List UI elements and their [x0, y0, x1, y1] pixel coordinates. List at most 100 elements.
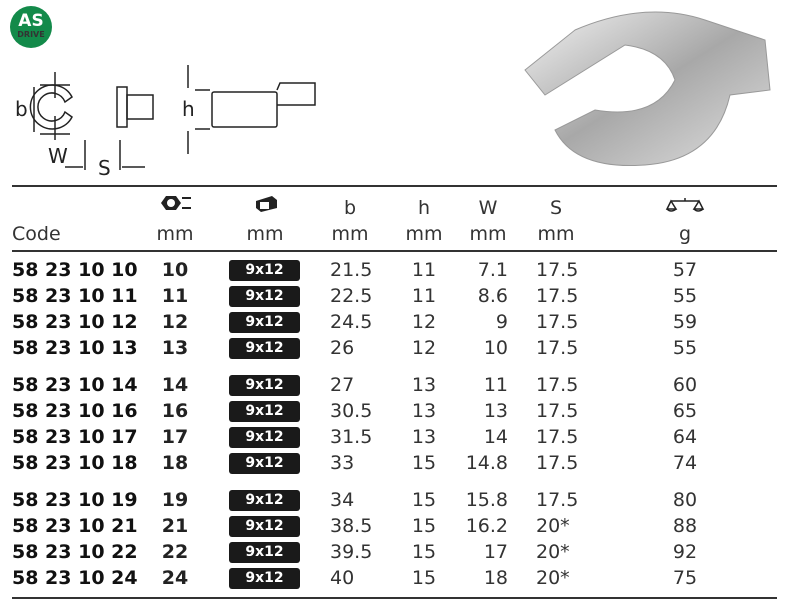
table-row: 58 23 10 12 12 9x12 24.5 12 9 17.5 59 — [0, 309, 790, 335]
dim-h: 15 — [411, 541, 437, 563]
dimension-diagram: b W S h — [15, 65, 316, 180]
dim-h: 15 — [411, 489, 437, 511]
dim-s: 17.5 — [536, 311, 579, 333]
col-header-drive-unit: mm — [246, 223, 284, 245]
weight: 65 — [672, 400, 698, 422]
col-header-b-unit: mm — [331, 223, 369, 245]
weight: 55 — [672, 285, 698, 307]
drive-badge: 9x12 — [229, 427, 300, 448]
dim-s: 17.5 — [536, 337, 579, 359]
dim-b: 22.5 — [330, 285, 373, 307]
col-header-w: W — [478, 197, 498, 219]
dim-s: 20* — [536, 567, 570, 589]
dim-w: 13 — [483, 400, 508, 422]
col-header-code: Code — [12, 223, 61, 245]
wrench-size: 12 — [161, 311, 189, 333]
dim-h: 12 — [411, 311, 437, 333]
wrench-size: 17 — [161, 426, 189, 448]
weight: 75 — [672, 567, 698, 589]
weight: 64 — [672, 426, 698, 448]
col-header-weight-unit: g — [678, 223, 692, 245]
dim-b: 38.5 — [330, 515, 373, 537]
table-row: 58 23 10 13 13 9x12 26 12 10 17.5 55 — [0, 335, 790, 361]
item-code: 58 23 10 12 — [12, 311, 138, 333]
col-header-h-unit: mm — [405, 223, 443, 245]
dim-s: 17.5 — [536, 400, 579, 422]
table-row: 58 23 10 11 11 9x12 22.5 11 8.6 17.5 55 — [0, 283, 790, 309]
scale-icon — [660, 195, 710, 221]
table-row: 58 23 10 16 16 9x12 30.5 13 13 17.5 65 — [0, 398, 790, 424]
divider — [12, 250, 777, 252]
dim-s-label: S — [98, 156, 111, 180]
item-code: 58 23 10 17 — [12, 426, 138, 448]
item-code: 58 23 10 24 — [12, 567, 138, 589]
table-row: 58 23 10 22 22 9x12 39.5 15 17 20* 92 — [0, 539, 790, 565]
dim-b: 40 — [330, 567, 355, 589]
item-code: 58 23 10 11 — [12, 285, 138, 307]
dim-s: 17.5 — [536, 489, 579, 511]
weight: 57 — [672, 259, 698, 281]
dim-w: 7.1 — [477, 259, 508, 281]
item-code: 58 23 10 14 — [12, 374, 138, 396]
dim-b: 21.5 — [330, 259, 373, 281]
drive-badge: 9x12 — [229, 453, 300, 474]
drive-badge: 9x12 — [229, 312, 300, 333]
wrench-size: 11 — [161, 285, 189, 307]
table-row: 58 23 10 19 19 9x12 34 15 15.8 17.5 80 — [0, 487, 790, 513]
item-code: 58 23 10 16 — [12, 400, 138, 422]
col-header-b: b — [343, 197, 357, 219]
dim-s: 20* — [536, 515, 570, 537]
dim-w-label: W — [48, 144, 68, 168]
dim-b: 34 — [330, 489, 355, 511]
table-row: 58 23 10 17 17 9x12 31.5 13 14 17.5 64 — [0, 424, 790, 450]
product-photo — [524, 11, 771, 167]
drive-badge: 9x12 — [229, 401, 300, 422]
dim-h: 11 — [411, 259, 437, 281]
wrench-size: 14 — [161, 374, 189, 396]
dim-h: 13 — [411, 374, 437, 396]
dim-w: 8.6 — [477, 285, 508, 307]
dim-b-label: b — [15, 97, 28, 121]
col-header-h: h — [417, 197, 431, 219]
weight: 55 — [672, 337, 698, 359]
dim-w: 11 — [483, 374, 508, 396]
dim-h-label: h — [182, 97, 195, 121]
dim-b: 31.5 — [330, 426, 373, 448]
drive-badge: 9x12 — [229, 516, 300, 537]
table-row: 58 23 10 21 21 9x12 38.5 15 16.2 20* 88 — [0, 513, 790, 539]
wrench-size: 10 — [161, 259, 189, 281]
drive-badge: 9x12 — [229, 375, 300, 396]
weight: 88 — [672, 515, 698, 537]
divider — [12, 185, 777, 187]
table-row: 58 23 10 10 10 9x12 21.5 11 7.1 17.5 57 — [0, 257, 790, 283]
dim-b: 39.5 — [330, 541, 373, 563]
wrench-size: 18 — [161, 452, 189, 474]
col-header-w-unit: mm — [469, 223, 507, 245]
wrench-size: 16 — [161, 400, 189, 422]
dim-w: 15.8 — [465, 489, 508, 511]
weight: 80 — [672, 489, 698, 511]
dim-b: 30.5 — [330, 400, 373, 422]
dim-s: 17.5 — [536, 452, 579, 474]
wrench-size: 21 — [161, 515, 189, 537]
table-row: 58 23 10 24 24 9x12 40 15 18 20* 75 — [0, 565, 790, 591]
table-row: 58 23 10 14 14 9x12 27 13 11 17.5 60 — [0, 372, 790, 398]
drive-badge: 9x12 — [229, 568, 300, 589]
table-row: 58 23 10 18 18 9x12 33 15 14.8 17.5 74 — [0, 450, 790, 476]
drive-badge: 9x12 — [229, 542, 300, 563]
wrench-size: 19 — [161, 489, 189, 511]
dim-h: 13 — [411, 400, 437, 422]
dim-h: 12 — [411, 337, 437, 359]
dim-h: 13 — [411, 426, 437, 448]
dim-s: 17.5 — [536, 426, 579, 448]
square-drive-icon — [240, 193, 290, 222]
dim-w: 14.8 — [465, 452, 508, 474]
dim-w: 10 — [483, 337, 508, 359]
dim-h: 15 — [411, 567, 437, 589]
dim-s: 20* — [536, 541, 570, 563]
dim-s: 17.5 — [536, 374, 579, 396]
col-header-s: S — [549, 197, 563, 219]
dim-b: 26 — [330, 337, 355, 359]
wrench-size-icon — [150, 193, 200, 220]
